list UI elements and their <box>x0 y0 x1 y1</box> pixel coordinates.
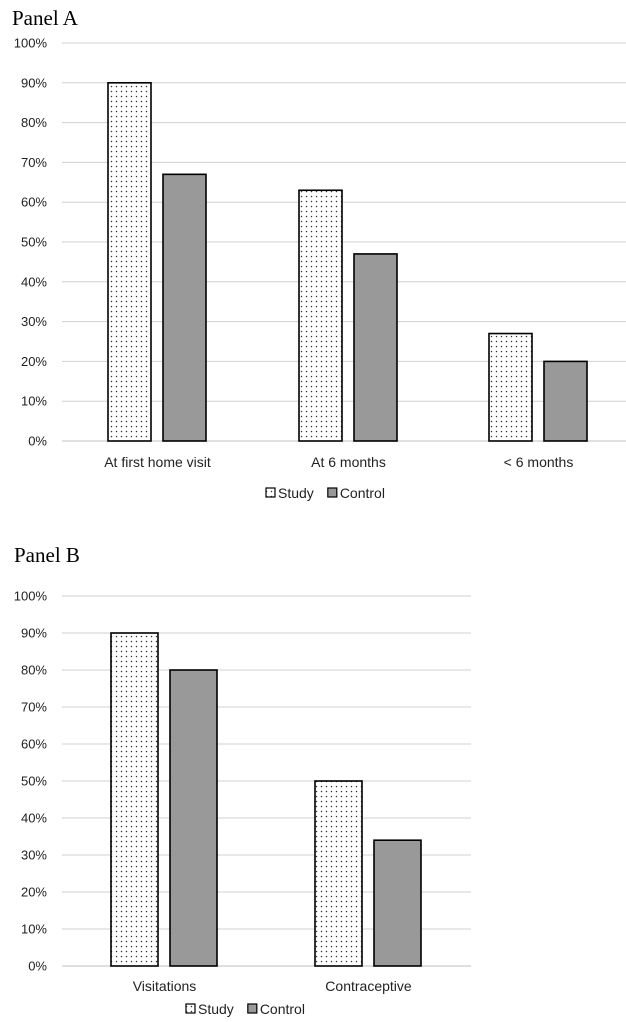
legend-swatch-study <box>265 487 276 498</box>
chart-title: Panel A <box>12 6 79 30</box>
bar-control-at-first-home-visit <box>162 173 207 442</box>
legend-label-control: Control <box>340 485 385 501</box>
legend-swatch-control <box>327 487 338 498</box>
bar-study-visitations <box>110 632 159 967</box>
bar-study-6-months <box>488 332 533 442</box>
legend-swatch-control <box>247 1003 258 1014</box>
y-tick-label: 20% <box>21 354 47 369</box>
chart-title: Panel B <box>14 543 80 567</box>
x-category-label: Visitations <box>133 978 197 994</box>
x-category-label: < 6 months <box>504 454 574 470</box>
y-tick-label: 40% <box>21 811 47 826</box>
y-tick-label: 100% <box>14 36 48 51</box>
y-tick-label: 100% <box>14 589 48 604</box>
legend-swatch-study <box>185 1003 196 1014</box>
bar-control-at-6-months <box>353 253 398 442</box>
y-tick-label: 40% <box>21 274 47 289</box>
y-tick-label: 80% <box>21 115 47 130</box>
y-tick-label: 60% <box>21 195 47 210</box>
y-tick-label: 10% <box>21 394 47 409</box>
y-tick-label: 0% <box>28 434 47 449</box>
y-tick-label: 90% <box>21 75 47 90</box>
legend-label-study: Study <box>198 1001 234 1017</box>
y-tick-label: 30% <box>21 848 47 863</box>
y-tick-label: 70% <box>21 700 47 715</box>
bar-study-contraceptive <box>314 780 363 967</box>
y-tick-label: 60% <box>21 737 47 752</box>
y-tick-label: 30% <box>21 314 47 329</box>
y-tick-label: 70% <box>21 155 47 170</box>
y-tick-label: 0% <box>28 959 47 974</box>
legend-label-control: Control <box>260 1001 305 1017</box>
y-tick-label: 50% <box>21 235 47 250</box>
bar-study-at-first-home-visit <box>107 82 152 442</box>
chart-panel-b: Panel B 0% 10% 20% 30% 40% 50% 60% 70% 80% 90% 100%… <box>14 543 471 1017</box>
y-tick-label: 50% <box>21 774 47 789</box>
bar-study-at-6-months <box>298 189 343 442</box>
legend-label-study: Study <box>278 485 314 501</box>
x-category-label: Contraceptive <box>325 978 412 994</box>
x-category-label: At 6 months <box>311 454 386 470</box>
y-tick-label: 20% <box>21 885 47 900</box>
bar-control-contraceptive <box>373 839 422 967</box>
bar-control-visitations <box>169 669 218 967</box>
x-category-label: At first home visit <box>104 454 211 470</box>
y-tick-label: 10% <box>21 922 47 937</box>
y-tick-label: 90% <box>21 626 47 641</box>
chart-panel-a: Panel A 0% 10% 20% 30% 40% 50% 60% 70% 80% 90% 100%… <box>12 6 626 501</box>
y-tick-label: 80% <box>21 663 47 678</box>
bar-control-6-months <box>543 360 588 442</box>
